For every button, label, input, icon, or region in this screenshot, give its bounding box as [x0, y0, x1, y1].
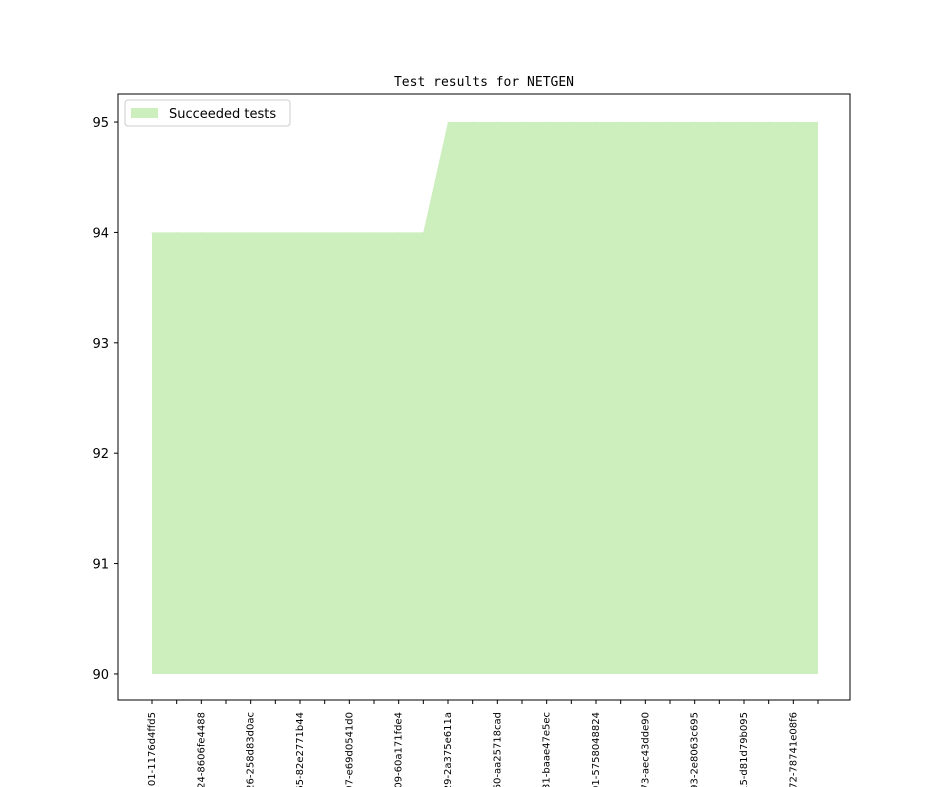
x-tick-label: 31-baae47e5ec	[542, 712, 553, 787]
area-vertex	[274, 231, 276, 233]
legend: Succeeded tests	[124, 99, 291, 127]
area-vertex	[694, 121, 696, 123]
area-vertex	[669, 121, 671, 123]
x-tick-label: 24-8606fe4488	[196, 712, 207, 787]
x-tick-label: 01-5758048824	[591, 712, 602, 787]
y-tick-label: 90	[92, 668, 109, 683]
x-tick-label: 73-aec43dde90	[640, 712, 651, 787]
area-vertex	[447, 121, 449, 123]
x-tick-label: 15-d81d79b095	[739, 712, 750, 787]
area-vertex	[250, 231, 252, 233]
x-tick-label: 72-78741e08f6	[788, 712, 799, 787]
area-vertex	[595, 121, 597, 123]
legend-swatch	[131, 108, 158, 118]
x-tick-label: 26-258d83d0ac	[246, 712, 257, 787]
area-vertex	[496, 121, 498, 123]
area	[152, 122, 818, 674]
y-tick-label: 92	[92, 447, 109, 462]
x-tick-label: 93-2e8063c695	[690, 712, 701, 787]
x-tick-label: 65-82e2771b44	[295, 712, 306, 787]
area-vertex	[620, 121, 622, 123]
area-vertex	[546, 121, 548, 123]
x-tick-label: 01-1176d4ffd5	[147, 712, 158, 786]
area-vertex	[743, 121, 745, 123]
area-vertex	[200, 231, 202, 233]
area-vertex	[324, 231, 326, 233]
area-vertex	[151, 231, 153, 233]
x-tick-label: 60-aa25718cad	[492, 712, 503, 787]
legend-frame	[124, 99, 291, 127]
area-vertex	[817, 121, 819, 123]
x-tick-label: 97-e69d0541d0	[344, 712, 355, 787]
y-tick-label: 91	[92, 558, 109, 573]
area-vertex	[768, 121, 770, 123]
x-tick-label: 29-2a375e611a	[443, 712, 454, 787]
area-vertex	[570, 121, 572, 123]
area-vertex	[472, 121, 474, 123]
y-tick-label: 95	[92, 116, 109, 131]
area-vertex	[718, 121, 720, 123]
y-tick-label: 93	[92, 337, 109, 352]
area-vertex	[792, 121, 794, 123]
area-vertex	[176, 231, 178, 233]
legend-label: Succeeded tests	[169, 107, 276, 122]
area-vertex	[299, 231, 301, 233]
area-vertex	[521, 121, 523, 123]
area-vertex	[348, 231, 350, 233]
area-vertex	[398, 231, 400, 233]
axes-frame	[117, 93, 851, 701]
x-tick-label: 09-60a171fde4	[394, 712, 405, 787]
area-vertex	[422, 231, 424, 233]
chart-title: Test results for NETGEN	[394, 75, 574, 90]
area-vertex	[644, 121, 646, 123]
y-tick-label: 94	[92, 226, 109, 241]
area-vertex	[373, 231, 375, 233]
area-vertex	[225, 231, 227, 233]
